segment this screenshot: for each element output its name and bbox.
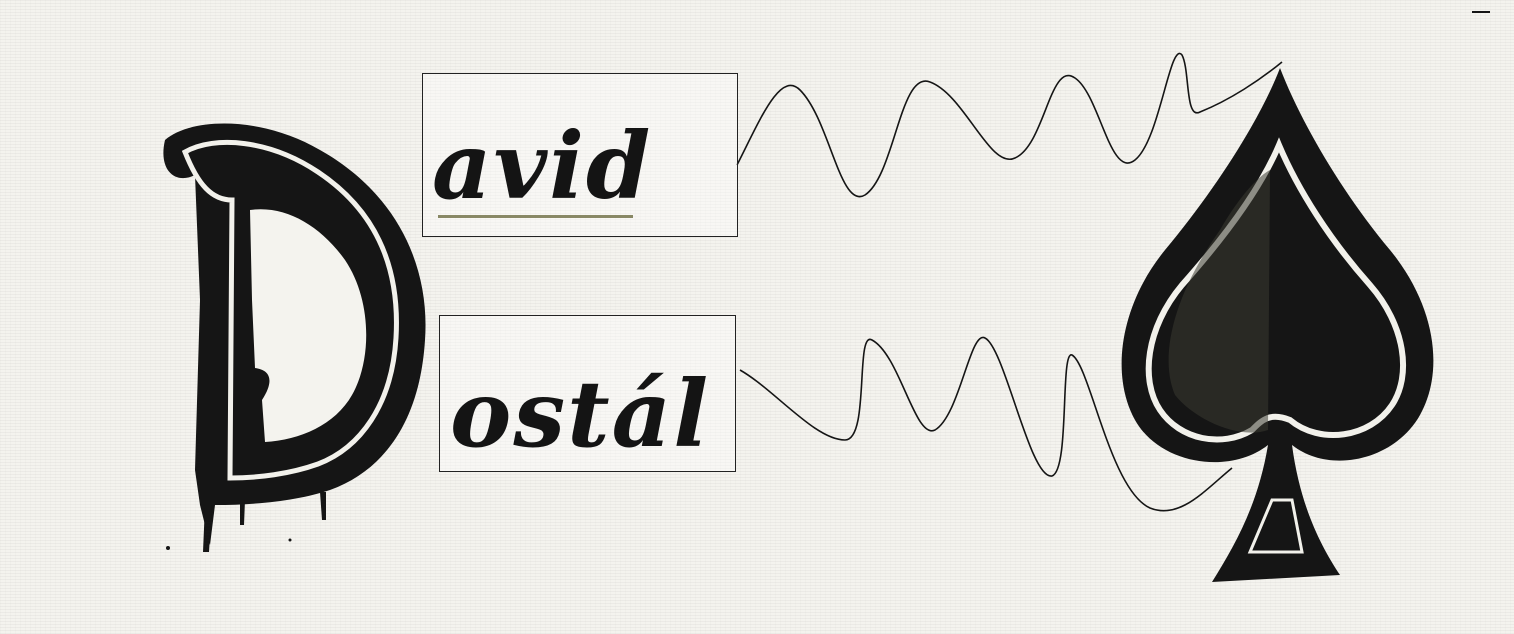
first-name-underline bbox=[438, 215, 633, 218]
lower-wave-line bbox=[739, 337, 1233, 512]
first-name-box bbox=[422, 73, 738, 237]
first-name-text: avid bbox=[432, 112, 653, 220]
last-name-text: ostál bbox=[450, 360, 711, 468]
upper-wave-line bbox=[736, 52, 1283, 198]
corner-mark bbox=[1472, 11, 1490, 13]
last-name-box bbox=[439, 315, 736, 472]
spade-icon bbox=[1121, 68, 1434, 582]
letter-d-initial bbox=[163, 123, 426, 552]
